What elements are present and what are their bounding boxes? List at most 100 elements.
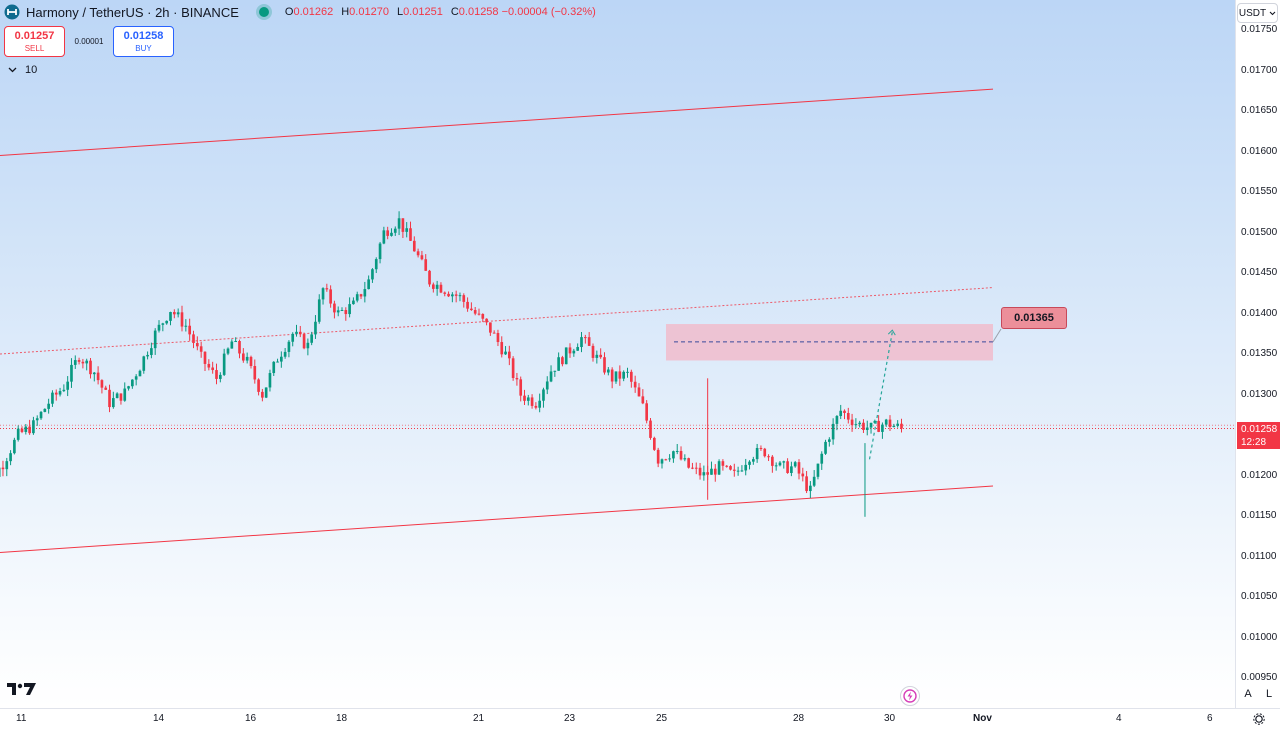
candle-body [561, 357, 564, 365]
candle-body [420, 255, 424, 260]
time-tick-label: 18 [336, 713, 348, 724]
candle-body [165, 320, 168, 324]
time-axis[interactable]: 11 14 16 18 21 23 25 28 30 Nov 4 6 [0, 708, 1280, 731]
candle-body [805, 476, 808, 492]
candle-body [668, 458, 671, 460]
candle-body [645, 403, 648, 421]
candle-body [13, 439, 16, 454]
time-tick-label: 28 [793, 713, 805, 724]
candle-body [881, 424, 884, 432]
lightning-icon[interactable] [900, 686, 920, 706]
log-scale-button[interactable]: L [1261, 686, 1277, 702]
candle-body [656, 449, 660, 464]
price-tick-label: 0.01400 [1241, 307, 1278, 319]
candle-body [568, 347, 572, 354]
symbol-title[interactable]: Harmony / TetherUS · 2h · BINANCE [26, 4, 239, 20]
candle-body [131, 379, 134, 387]
candle-body [786, 461, 789, 473]
sell-button[interactable]: 0.01257 SELL [4, 26, 65, 57]
candle-body [280, 356, 283, 362]
price-chart[interactable] [0, 0, 1235, 708]
candle-body [161, 323, 165, 325]
callout-leader [992, 328, 1002, 343]
candle-body [782, 461, 786, 463]
candle-body [234, 341, 237, 343]
candle-body [39, 411, 43, 419]
candle-body [333, 303, 336, 313]
candle-body [310, 334, 313, 343]
candle-body [192, 334, 195, 344]
candle-body [653, 437, 656, 450]
candle-body [196, 343, 199, 347]
candle-body [572, 350, 576, 354]
bar-countdown: 12:28 [1241, 437, 1267, 448]
tradingview-logo-icon[interactable] [7, 682, 37, 696]
candle-body [729, 466, 732, 470]
candle-body [28, 426, 31, 434]
candle-body [306, 342, 310, 349]
candle-body [470, 308, 473, 311]
candle-body [534, 405, 538, 408]
target-price-callout[interactable]: 0.01365 [1001, 307, 1067, 329]
currency-selector[interactable]: USDT [1237, 3, 1278, 23]
candle-body [698, 467, 702, 476]
buy-button[interactable]: 0.01258 BUY [113, 26, 174, 57]
indicators-toggle[interactable]: 10 [8, 64, 37, 76]
candle-body [691, 467, 694, 469]
candle-body [752, 459, 755, 462]
last-price-value: 0.01258 [1241, 424, 1278, 435]
candle-body [51, 392, 54, 404]
candle-body [146, 354, 149, 357]
auto-scale-button[interactable]: A [1240, 686, 1256, 702]
candle-body [846, 412, 850, 420]
candle-body [485, 318, 488, 323]
candle-body [230, 341, 234, 349]
candle-body [390, 232, 393, 236]
candle-body [702, 472, 706, 476]
candle-body [717, 461, 721, 475]
candle-body [862, 422, 865, 430]
candle-body [367, 279, 370, 290]
price-tick-label: 0.01150 [1241, 510, 1277, 521]
candle-body [771, 456, 774, 466]
candle-body [412, 240, 416, 252]
candle-body [451, 294, 454, 297]
candle-body [755, 447, 759, 460]
sell-price: 0.01257 [14, 30, 55, 42]
candle-body [222, 353, 226, 375]
candle-body [359, 294, 363, 297]
candle-body [35, 418, 39, 421]
candle-body [355, 294, 359, 301]
time-tick-label: 6 [1207, 713, 1213, 724]
candle-body [489, 322, 492, 333]
candle-body [119, 393, 123, 401]
candle-body [70, 364, 73, 382]
candle-body [199, 346, 203, 352]
candle-body [435, 284, 439, 289]
candle-body [744, 464, 748, 471]
chevron-down-icon [8, 67, 17, 73]
candle-body [641, 396, 645, 404]
candle-body [816, 463, 820, 477]
settings-gear-icon[interactable] [1251, 711, 1267, 727]
candle-body [587, 337, 591, 346]
chart-header: Harmony / TetherUS · 2h · BINANCE O0.012… [4, 4, 596, 20]
candle-body [900, 423, 903, 429]
candle-body [287, 341, 291, 352]
candle-body [865, 427, 869, 430]
candle-body [538, 400, 541, 408]
candle-body [329, 289, 332, 304]
time-tick-label: Nov [973, 713, 992, 724]
chart-area[interactable] [0, 0, 1235, 708]
candle-body [134, 376, 138, 380]
candle-body [732, 469, 736, 471]
price-axis[interactable]: 0.01750 0.01700 0.01650 0.01600 0.01550 0.015… [1235, 0, 1280, 708]
channel-lower-line [0, 485, 994, 553]
candle-body [416, 251, 420, 256]
price-tick-label: 0.01300 [1241, 388, 1278, 400]
candle-body [835, 416, 839, 424]
candle-body [405, 228, 409, 232]
candle-body [892, 425, 896, 428]
time-tick-label: 30 [884, 713, 896, 724]
harmony-logo-icon [4, 4, 20, 20]
